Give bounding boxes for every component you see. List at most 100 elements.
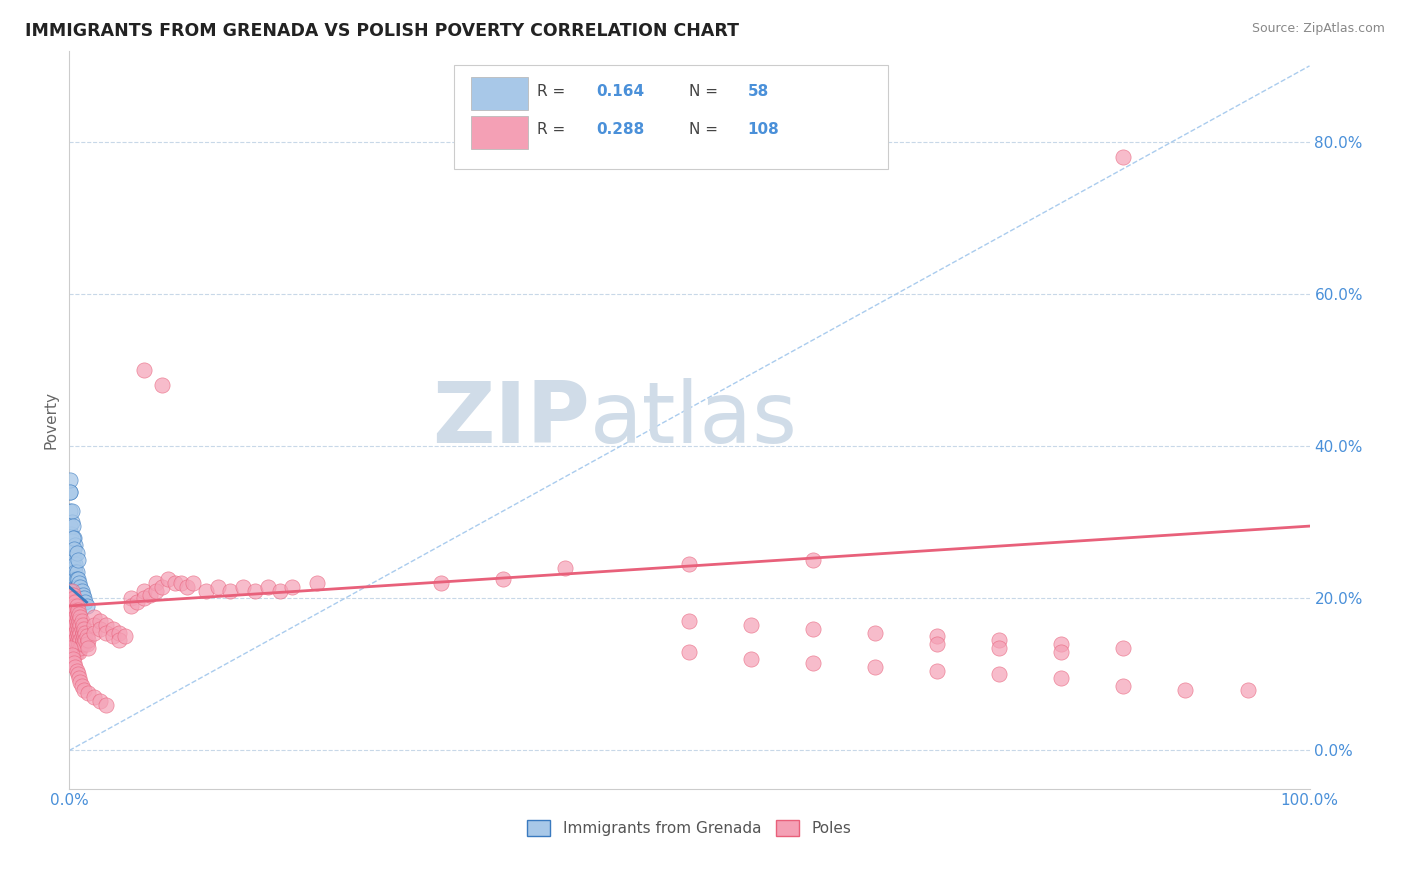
Point xyxy=(139,588,162,602)
Point xyxy=(66,618,89,632)
Point xyxy=(67,645,90,659)
Point xyxy=(60,618,83,632)
Point xyxy=(66,572,89,586)
Point xyxy=(59,618,82,632)
Point xyxy=(63,614,86,628)
Point xyxy=(63,622,86,636)
Point xyxy=(69,675,91,690)
Point xyxy=(66,565,89,579)
Point xyxy=(65,580,87,594)
Point xyxy=(60,588,83,602)
Point xyxy=(62,588,84,602)
Point xyxy=(281,580,304,594)
Text: N =: N = xyxy=(689,84,718,99)
Point xyxy=(1050,637,1073,651)
Point xyxy=(59,595,82,609)
Point xyxy=(62,549,84,564)
Point xyxy=(269,583,291,598)
Point xyxy=(63,629,86,643)
Point xyxy=(67,629,90,643)
Point xyxy=(66,546,89,560)
Point xyxy=(65,625,87,640)
Point xyxy=(67,622,90,636)
Point xyxy=(101,622,124,636)
Text: N =: N = xyxy=(689,122,718,137)
Point xyxy=(66,667,89,681)
Point xyxy=(75,595,97,609)
Y-axis label: Poverty: Poverty xyxy=(44,391,58,449)
Point xyxy=(181,576,204,591)
Point xyxy=(60,534,83,549)
Point xyxy=(62,603,84,617)
Point xyxy=(307,576,329,591)
Point xyxy=(1236,682,1258,697)
Point xyxy=(59,538,82,552)
Point xyxy=(59,640,82,655)
Point xyxy=(73,682,96,697)
Point xyxy=(63,549,86,564)
Text: ZIP: ZIP xyxy=(433,378,591,461)
Text: R =: R = xyxy=(537,122,565,137)
Point xyxy=(207,580,229,594)
Text: 108: 108 xyxy=(748,122,779,137)
Text: Source: ZipAtlas.com: Source: ZipAtlas.com xyxy=(1251,22,1385,36)
Point xyxy=(60,583,83,598)
Point xyxy=(63,607,86,621)
Point xyxy=(163,576,186,591)
Point xyxy=(65,565,87,579)
Point xyxy=(927,629,949,643)
Point xyxy=(83,610,105,624)
Point xyxy=(83,618,105,632)
Point xyxy=(108,633,131,648)
Point xyxy=(75,633,97,648)
Point xyxy=(132,363,155,377)
Point xyxy=(76,629,98,643)
Point xyxy=(72,633,94,648)
Point xyxy=(66,607,89,621)
Point xyxy=(67,637,90,651)
Point xyxy=(150,580,173,594)
Text: 0.288: 0.288 xyxy=(596,122,644,137)
Point xyxy=(145,583,167,598)
Point xyxy=(60,610,83,624)
Point xyxy=(59,519,82,533)
Point xyxy=(740,652,762,666)
Point xyxy=(60,648,83,663)
Point xyxy=(59,599,82,613)
Point xyxy=(60,504,83,518)
Point xyxy=(67,583,90,598)
Point xyxy=(75,625,97,640)
Point xyxy=(66,645,89,659)
Point xyxy=(72,588,94,602)
Point xyxy=(60,595,83,609)
Point xyxy=(157,572,180,586)
Point xyxy=(70,679,93,693)
Point xyxy=(59,557,82,571)
Point xyxy=(65,610,87,624)
Point xyxy=(865,660,887,674)
Point xyxy=(62,633,84,648)
Point xyxy=(72,625,94,640)
Point xyxy=(62,618,84,632)
Point xyxy=(927,664,949,678)
Point xyxy=(70,629,93,643)
Point xyxy=(59,603,82,617)
Point xyxy=(114,629,136,643)
Point xyxy=(66,625,89,640)
Point xyxy=(63,656,86,670)
Point xyxy=(194,583,217,598)
Point xyxy=(60,557,83,571)
Point xyxy=(67,671,90,685)
Point xyxy=(63,568,86,582)
Point xyxy=(69,610,91,624)
Point xyxy=(678,557,700,571)
Point xyxy=(59,484,82,499)
Point xyxy=(1112,640,1135,655)
Point xyxy=(96,625,118,640)
Point xyxy=(62,519,84,533)
Point xyxy=(96,618,118,632)
Point xyxy=(69,640,91,655)
Point xyxy=(70,622,93,636)
Point xyxy=(59,610,82,624)
Point xyxy=(150,378,173,392)
